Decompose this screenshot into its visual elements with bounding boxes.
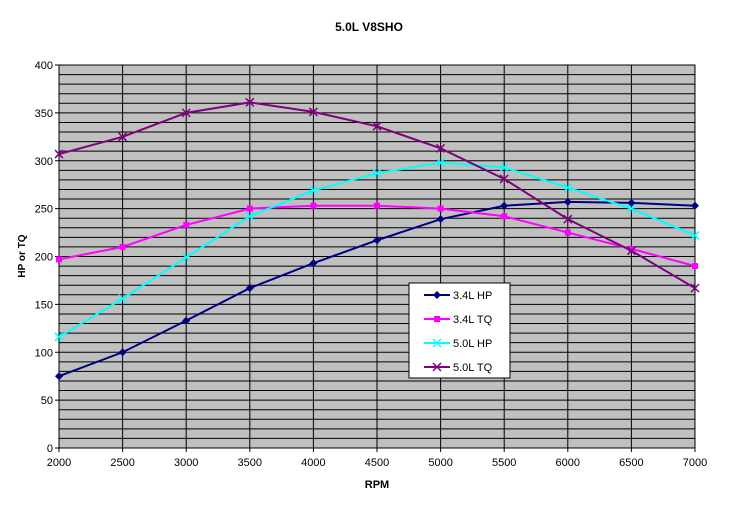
legend-marker (432, 338, 442, 348)
data-point (564, 229, 571, 236)
data-point (501, 213, 508, 220)
data-point (118, 294, 128, 304)
data-point (183, 221, 190, 228)
data-point (246, 205, 253, 212)
legend-entry: 5.0L HP (424, 338, 492, 350)
data-point (56, 256, 62, 263)
legend-entry: 3.4L TQ (424, 314, 493, 326)
y-tick-label: 250 (35, 204, 53, 216)
y-tick-label: 300 (35, 156, 53, 168)
data-point (499, 174, 509, 184)
data-point (245, 284, 254, 293)
data-point (690, 230, 700, 240)
legend-label: 3.4L HP (453, 290, 492, 302)
data-point (118, 348, 127, 357)
data-point (436, 158, 446, 168)
data-point (308, 185, 318, 195)
y-tick-label: 50 (41, 395, 53, 407)
data-point (372, 121, 382, 131)
data-point (119, 243, 126, 250)
legend-label: 5.0L HP (453, 338, 492, 350)
x-tick-label: 4000 (301, 457, 325, 469)
data-point (310, 202, 317, 209)
x-tick-label: 3500 (238, 457, 262, 469)
data-point (628, 245, 635, 252)
data-point (626, 204, 636, 214)
data-point (563, 183, 573, 193)
legend-label: 5.0L TQ (453, 362, 493, 374)
data-point (373, 236, 381, 245)
data-point (372, 168, 382, 178)
x-tick-label: 2500 (110, 457, 134, 469)
data-point (690, 283, 700, 293)
data-point (437, 205, 444, 212)
y-tick-label: 0 (47, 443, 53, 455)
series-1 (55, 197, 699, 381)
x-tick-label: 7000 (683, 457, 707, 469)
data-point (436, 215, 445, 224)
data-point (309, 259, 318, 268)
data-point (182, 316, 191, 325)
axis-ticks: 0 50 100 150 200 250 300 350 400 2000 2500 3000 3500… (35, 60, 708, 469)
legend-label: 3.4L TQ (453, 314, 493, 326)
data-point (181, 108, 191, 118)
legend-marker (433, 291, 441, 299)
y-tick-label: 200 (35, 252, 53, 264)
x-tick-label: 5000 (428, 457, 452, 469)
data-point (245, 211, 255, 221)
series-4 (54, 97, 700, 293)
x-tick-label: 4500 (365, 457, 389, 469)
data-point (563, 197, 572, 206)
legend-box (408, 282, 511, 379)
x-tick-label: 6500 (619, 457, 643, 469)
data-point (54, 149, 64, 159)
data-point (626, 246, 636, 256)
y-tick-label: 350 (35, 108, 53, 120)
legend-entry: 5.0L TQ (424, 362, 493, 374)
x-axis-label: RPM (365, 479, 389, 491)
x-tick-label: 3000 (174, 457, 198, 469)
legend: 3.4L HP 3.4L TQ 5.0L HP 5.0L TQ (408, 282, 511, 379)
x-tick-label: 5500 (492, 457, 516, 469)
chart-title: 5.0L V8SHO (335, 20, 403, 34)
data-point (54, 332, 64, 342)
legend-marker (432, 362, 442, 372)
data-point (55, 372, 63, 381)
data-point (308, 107, 318, 117)
data-point (500, 201, 509, 210)
data-point (436, 143, 446, 153)
data-point (374, 202, 380, 209)
x-tick-label: 2000 (47, 457, 71, 469)
y-tick-label: 400 (35, 60, 53, 72)
data-point (181, 252, 191, 262)
legend-marker (434, 316, 440, 322)
data-point (627, 198, 636, 207)
data-point (691, 201, 699, 210)
y-tick-label: 100 (35, 347, 53, 359)
series-2 (56, 202, 698, 270)
data-point (692, 263, 698, 270)
y-tick-label: 150 (35, 299, 53, 311)
data-point (499, 162, 509, 172)
legend-entry: 3.4L HP (424, 290, 492, 302)
data-point (245, 97, 255, 107)
series-lines (54, 97, 700, 381)
data-point (118, 132, 128, 142)
grid-lines (59, 65, 695, 448)
y-axis-label: HP or TQ (17, 234, 28, 277)
data-point (563, 214, 573, 224)
series-3 (54, 158, 700, 342)
x-tick-label: 6000 (556, 457, 580, 469)
legend-entries: 3.4L HP 3.4L TQ 5.0L HP 5.0L TQ (424, 290, 493, 374)
